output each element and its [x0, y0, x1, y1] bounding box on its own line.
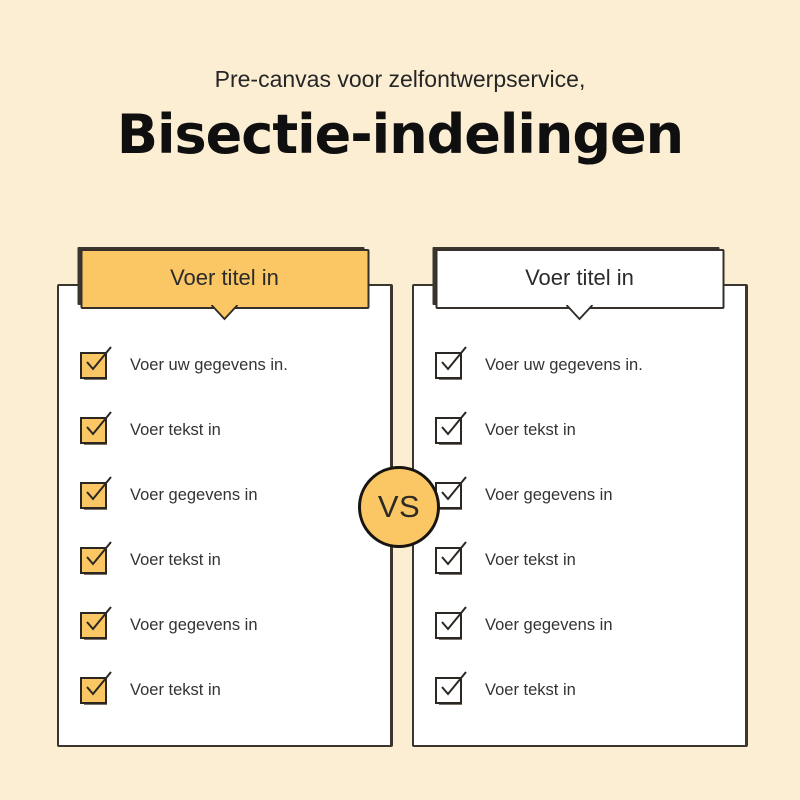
- checkbox-checked[interactable]: [435, 345, 467, 379]
- checkmark-icon: [441, 670, 467, 696]
- checklist-item-label[interactable]: Voer uw gegevens in.: [130, 355, 288, 374]
- panel-left-title-tab[interactable]: Voer titel in: [80, 249, 369, 321]
- checklist-item-label[interactable]: Voer tekst in: [130, 420, 221, 439]
- checklist-item-label[interactable]: Voer gegevens in: [485, 615, 613, 634]
- page-title: Bisectie-indelingen: [116, 103, 684, 166]
- checkmark-icon: [441, 475, 467, 501]
- chevron-down-icon: [565, 305, 594, 321]
- panel-right-checklist: Voer uw gegevens in. Voer tekst in Voer …: [435, 345, 735, 741]
- panel-left-checklist: Voer uw gegevens in. Voer tekst in Voer …: [80, 345, 380, 741]
- checklist-item-label[interactable]: Voer tekst in: [485, 680, 576, 699]
- list-item: Voer tekst in: [435, 540, 735, 574]
- checkbox-checked[interactable]: [80, 670, 112, 704]
- checkmark-icon: [86, 670, 112, 696]
- panel-left-title-label: Voer titel in: [170, 265, 279, 290]
- checkmark-icon: [441, 345, 467, 371]
- checkmark-icon: [441, 540, 467, 566]
- list-item: Voer uw gegevens in.: [80, 345, 380, 379]
- checklist-item-label[interactable]: Voer uw gegevens in.: [485, 355, 643, 374]
- vs-badge: VS: [358, 466, 440, 548]
- subtitle: Pre-canvas voor zelfontwerpservice,: [214, 66, 586, 92]
- checkmark-icon: [86, 475, 112, 501]
- checklist-item-label[interactable]: Voer gegevens in: [130, 615, 258, 634]
- checkmark-icon: [86, 540, 112, 566]
- checkbox-checked[interactable]: [80, 540, 112, 574]
- panel-right-title-label: Voer titel in: [525, 265, 634, 290]
- checklist-item-label[interactable]: Voer tekst in: [485, 420, 576, 439]
- panel-left: Voer titel in Voer uw gegevens in. Voer …: [57, 249, 393, 747]
- checkmark-icon: [86, 345, 112, 371]
- panel-right: Voer titel in Voer uw gegevens in. Voer …: [412, 249, 748, 747]
- chevron-down-icon: [210, 305, 239, 321]
- checkbox-checked[interactable]: [435, 605, 467, 639]
- list-item: Voer tekst in: [80, 670, 380, 704]
- list-item: Voer gegevens in: [435, 475, 735, 509]
- checkmark-icon: [86, 605, 112, 631]
- checkbox-checked[interactable]: [80, 605, 112, 639]
- checkmark-icon: [441, 605, 467, 631]
- list-item: Voer tekst in: [435, 410, 735, 444]
- list-item: Voer uw gegevens in.: [435, 345, 735, 379]
- checklist-item-label[interactable]: Voer gegevens in: [130, 485, 258, 504]
- vs-badge-label: VS: [377, 489, 421, 524]
- checkmark-icon: [86, 410, 112, 436]
- checklist-item-label[interactable]: Voer tekst in: [485, 550, 576, 569]
- list-item: Voer gegevens in: [435, 605, 735, 639]
- checkbox-checked[interactable]: [80, 345, 112, 379]
- checkbox-checked[interactable]: [435, 670, 467, 704]
- checkbox-checked[interactable]: [435, 540, 467, 574]
- checkbox-checked[interactable]: [435, 410, 467, 444]
- list-item: Voer gegevens in: [80, 475, 380, 509]
- checkmark-icon: [441, 410, 467, 436]
- list-item: Voer tekst in: [435, 670, 735, 704]
- checkbox-checked[interactable]: [80, 475, 112, 509]
- checkbox-checked[interactable]: [80, 410, 112, 444]
- list-item: Voer tekst in: [80, 410, 380, 444]
- list-item: Voer tekst in: [80, 540, 380, 574]
- checklist-item-label[interactable]: Voer tekst in: [130, 680, 221, 699]
- checklist-item-label[interactable]: Voer tekst in: [130, 550, 221, 569]
- checklist-item-label[interactable]: Voer gegevens in: [485, 485, 613, 504]
- list-item: Voer gegevens in: [80, 605, 380, 639]
- panel-right-title-tab[interactable]: Voer titel in: [435, 249, 724, 321]
